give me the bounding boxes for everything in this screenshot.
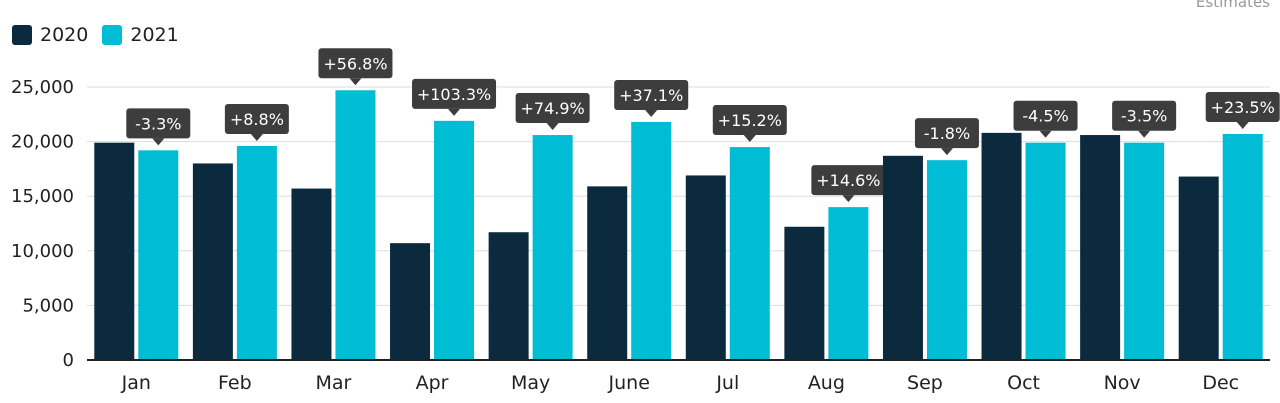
legend: 2020 2021 [12,24,193,46]
bar-2020 [488,232,529,360]
change-annotation-label: -4.5% [1022,107,1068,126]
x-tick-label: June [608,372,650,394]
change-annotation-label: +14.6% [816,171,880,190]
bar-2021 [236,145,277,360]
change-annotation-box [224,103,289,134]
legend-item-2020: 2020 [12,24,88,46]
x-tick-label: May [511,372,550,394]
change-annotation-pointer [1236,121,1249,129]
change-annotation-box [914,118,979,149]
change-annotation-pointer [349,78,362,86]
bar-2020 [882,155,923,360]
x-tick-label: Jan [121,372,151,394]
y-tick-label: 5,000 [22,295,74,316]
bar-2021 [1222,133,1263,360]
change-annotation-box [712,105,787,136]
x-tick-label: Jul [715,372,739,394]
x-tick-label: Oct [1007,372,1040,394]
change-annotation-box [1112,100,1177,131]
change-annotation-label: +103.3% [417,85,491,104]
change-annotation-label: +74.9% [521,99,585,118]
change-annotation-label: +37.1% [619,86,683,105]
y-tick-label: 15,000 [11,186,74,207]
legend-swatch-2021 [102,25,123,45]
change-annotation-label: +23.5% [1211,98,1275,117]
change-annotation-label: +56.8% [323,54,387,73]
legend-item-2021: 2021 [102,24,179,46]
x-tick-label: Apr [416,372,449,394]
y-tick-label: 10,000 [11,241,74,262]
legend-swatch-2020 [12,25,32,45]
legend-label-2020: 2020 [40,24,89,46]
change-annotation-label: -3.5% [1121,107,1167,126]
change-annotation-pointer [152,138,165,146]
x-tick-label: Mar [316,372,352,394]
bar-2021 [532,135,573,360]
y-tick-label: 20,000 [11,132,74,153]
bar-2021 [926,160,967,360]
change-annotation-label: -1.8% [924,124,970,143]
change-annotation-label: +8.8% [230,110,284,129]
bar-2020 [587,186,628,360]
x-tick-label: Sep [907,372,943,394]
x-tick-label: Dec [1202,372,1239,394]
x-tick-label: Feb [218,372,252,394]
bar-2021 [828,207,869,360]
bar-2020 [192,163,233,360]
change-annotation-pointer [940,148,953,156]
bar-2021 [1025,142,1066,360]
estimates-note: Estimates [1195,0,1270,11]
change-annotation-pointer [250,133,263,141]
change-annotation-pointer [1138,130,1151,138]
legend-label-2021: 2021 [130,24,179,46]
y-tick-label: 25,000 [11,77,74,98]
change-annotation-pointer [842,195,855,203]
change-annotation-box [614,79,689,110]
bar-2020 [1080,135,1121,360]
bar-2021 [138,150,179,360]
bar-2021 [729,147,770,360]
change-annotation-label: -3.3% [135,114,181,133]
bar-2020 [390,243,431,360]
change-annotation-pointer [546,123,559,131]
change-annotation-pointer [743,135,756,143]
change-annotation-pointer [448,108,461,116]
bar-2020 [291,188,332,360]
bar-2021 [335,90,376,360]
x-tick-label: Aug [808,372,845,394]
change-annotation-box [126,108,191,139]
bar-2020 [1178,176,1219,360]
change-annotation-box [811,165,886,196]
bar-2020 [94,142,135,360]
change-annotation-box [412,78,497,109]
change-annotation-box [515,93,590,124]
x-tick-label: Nov [1104,372,1141,394]
bar-2020 [981,132,1022,360]
bar-2021 [434,120,475,361]
change-annotation-box [1205,91,1280,122]
y-tick-label: 0 [63,350,74,371]
change-annotation-pointer [1039,130,1052,138]
change-annotation-box [1013,100,1078,131]
bar-2021 [1124,142,1165,360]
change-annotation-pointer [645,109,658,117]
change-annotation-box [318,48,393,79]
bar-2020 [784,226,825,360]
bar-2021 [631,121,672,360]
bar-2020 [685,175,726,360]
change-annotation-label: +15.2% [718,111,782,130]
